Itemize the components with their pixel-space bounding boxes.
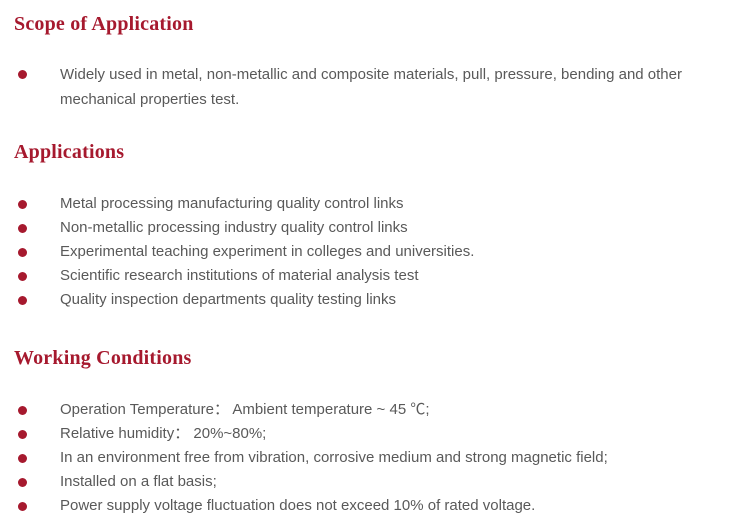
- list-item-text: Operation Temperature： Ambient temperatu…: [60, 401, 430, 418]
- list-item-text: Installed on a flat basis;: [60, 473, 217, 490]
- section-heading-scope-of-application: Scope of Application: [14, 13, 194, 35]
- bullet-icon: [18, 272, 27, 281]
- bullet-icon: [18, 248, 27, 257]
- bullet-icon: [18, 200, 27, 209]
- list-item: Quality inspection departments quality t…: [14, 288, 730, 312]
- section-heading-applications: Applications: [14, 141, 125, 163]
- section-heading-working-conditions: Working Conditions: [14, 347, 192, 369]
- list-item-text: Relative humidity： 20%~80%;: [60, 425, 267, 442]
- bullet-icon: [18, 224, 27, 233]
- list-item: Experimental teaching experiment in coll…: [14, 240, 730, 264]
- list-item: Installed on a flat basis;: [14, 470, 730, 494]
- bullet-icon: [18, 502, 27, 511]
- list-item-text: Metal processing manufacturing quality c…: [60, 195, 404, 212]
- list-item-text: Quality inspection departments quality t…: [60, 291, 397, 308]
- list-item-text: Experimental teaching experiment in coll…: [60, 243, 475, 260]
- list-item-text: Power supply voltage fluctuation does no…: [60, 497, 536, 514]
- bullet-icon: [18, 478, 27, 487]
- working-conditions-bullet-list: Operation Temperature： Ambient temperatu…: [14, 398, 730, 518]
- bullet-icon: [18, 406, 27, 415]
- list-item: Operation Temperature： Ambient temperatu…: [14, 398, 730, 422]
- bullet-icon: [18, 454, 27, 463]
- list-item: Power supply voltage fluctuation does no…: [14, 494, 730, 518]
- list-item-text: Non-metallic processing industry quality…: [60, 219, 408, 236]
- bullet-icon: [18, 70, 27, 79]
- scope-bullet-list: Widely used in metal, non-metallic and c…: [14, 62, 730, 112]
- list-item: In an environment free from vibration, c…: [14, 446, 730, 470]
- list-item-text: Widely used in metal, non-metallic and c…: [60, 66, 682, 108]
- list-item: Widely used in metal, non-metallic and c…: [14, 62, 730, 112]
- applications-bullet-list: Metal processing manufacturing quality c…: [14, 192, 730, 312]
- list-item: Metal processing manufacturing quality c…: [14, 192, 730, 216]
- list-item: Non-metallic processing industry quality…: [14, 216, 730, 240]
- bullet-icon: [18, 296, 27, 305]
- bullet-icon: [18, 430, 27, 439]
- list-item-text: Scientific research institutions of mate…: [60, 267, 419, 284]
- list-item-text: In an environment free from vibration, c…: [60, 449, 608, 466]
- list-item: Relative humidity： 20%~80%;: [14, 422, 730, 446]
- list-item: Scientific research institutions of mate…: [14, 264, 730, 288]
